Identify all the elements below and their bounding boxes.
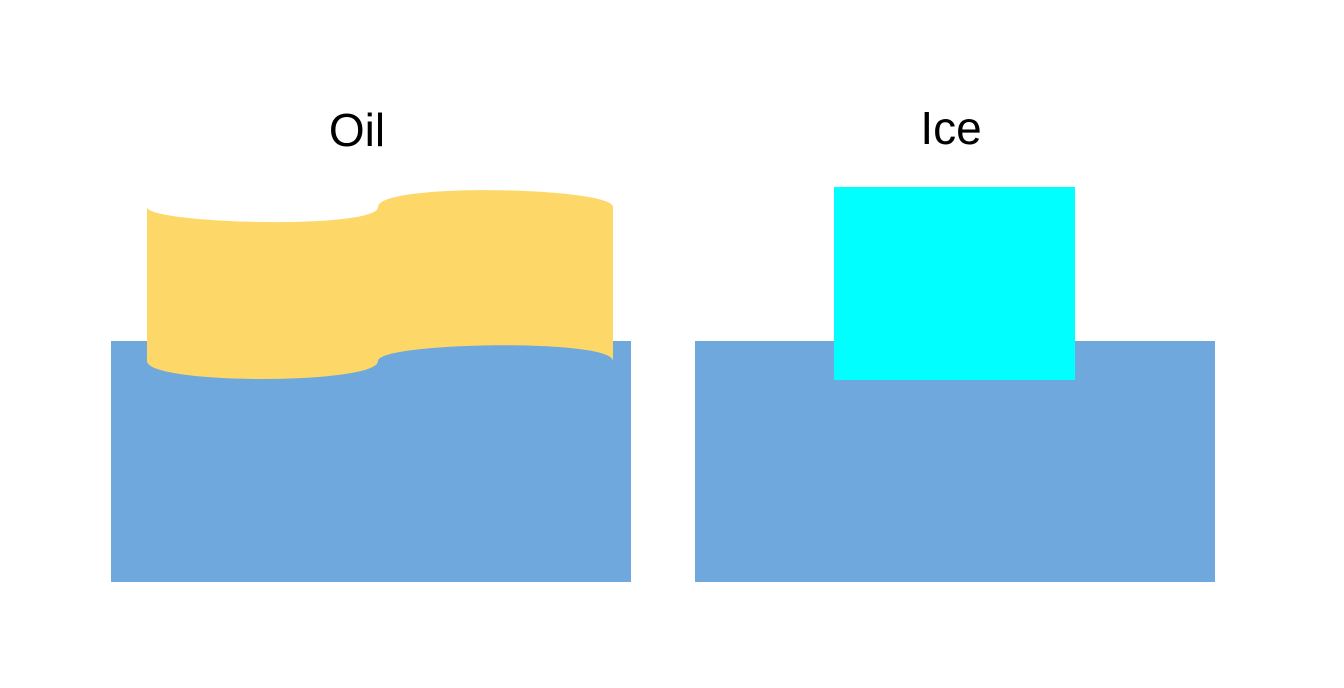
ice-block <box>834 187 1075 380</box>
oil-panel: Oil <box>111 104 631 582</box>
ice-panel-water <box>695 341 1215 582</box>
ice-panel-title: Ice <box>920 102 981 154</box>
ice-panel: Ice <box>695 102 1215 582</box>
oil-layer <box>147 190 613 379</box>
oil-panel-water <box>111 341 631 582</box>
oil-panel-title: Oil <box>329 104 385 156</box>
